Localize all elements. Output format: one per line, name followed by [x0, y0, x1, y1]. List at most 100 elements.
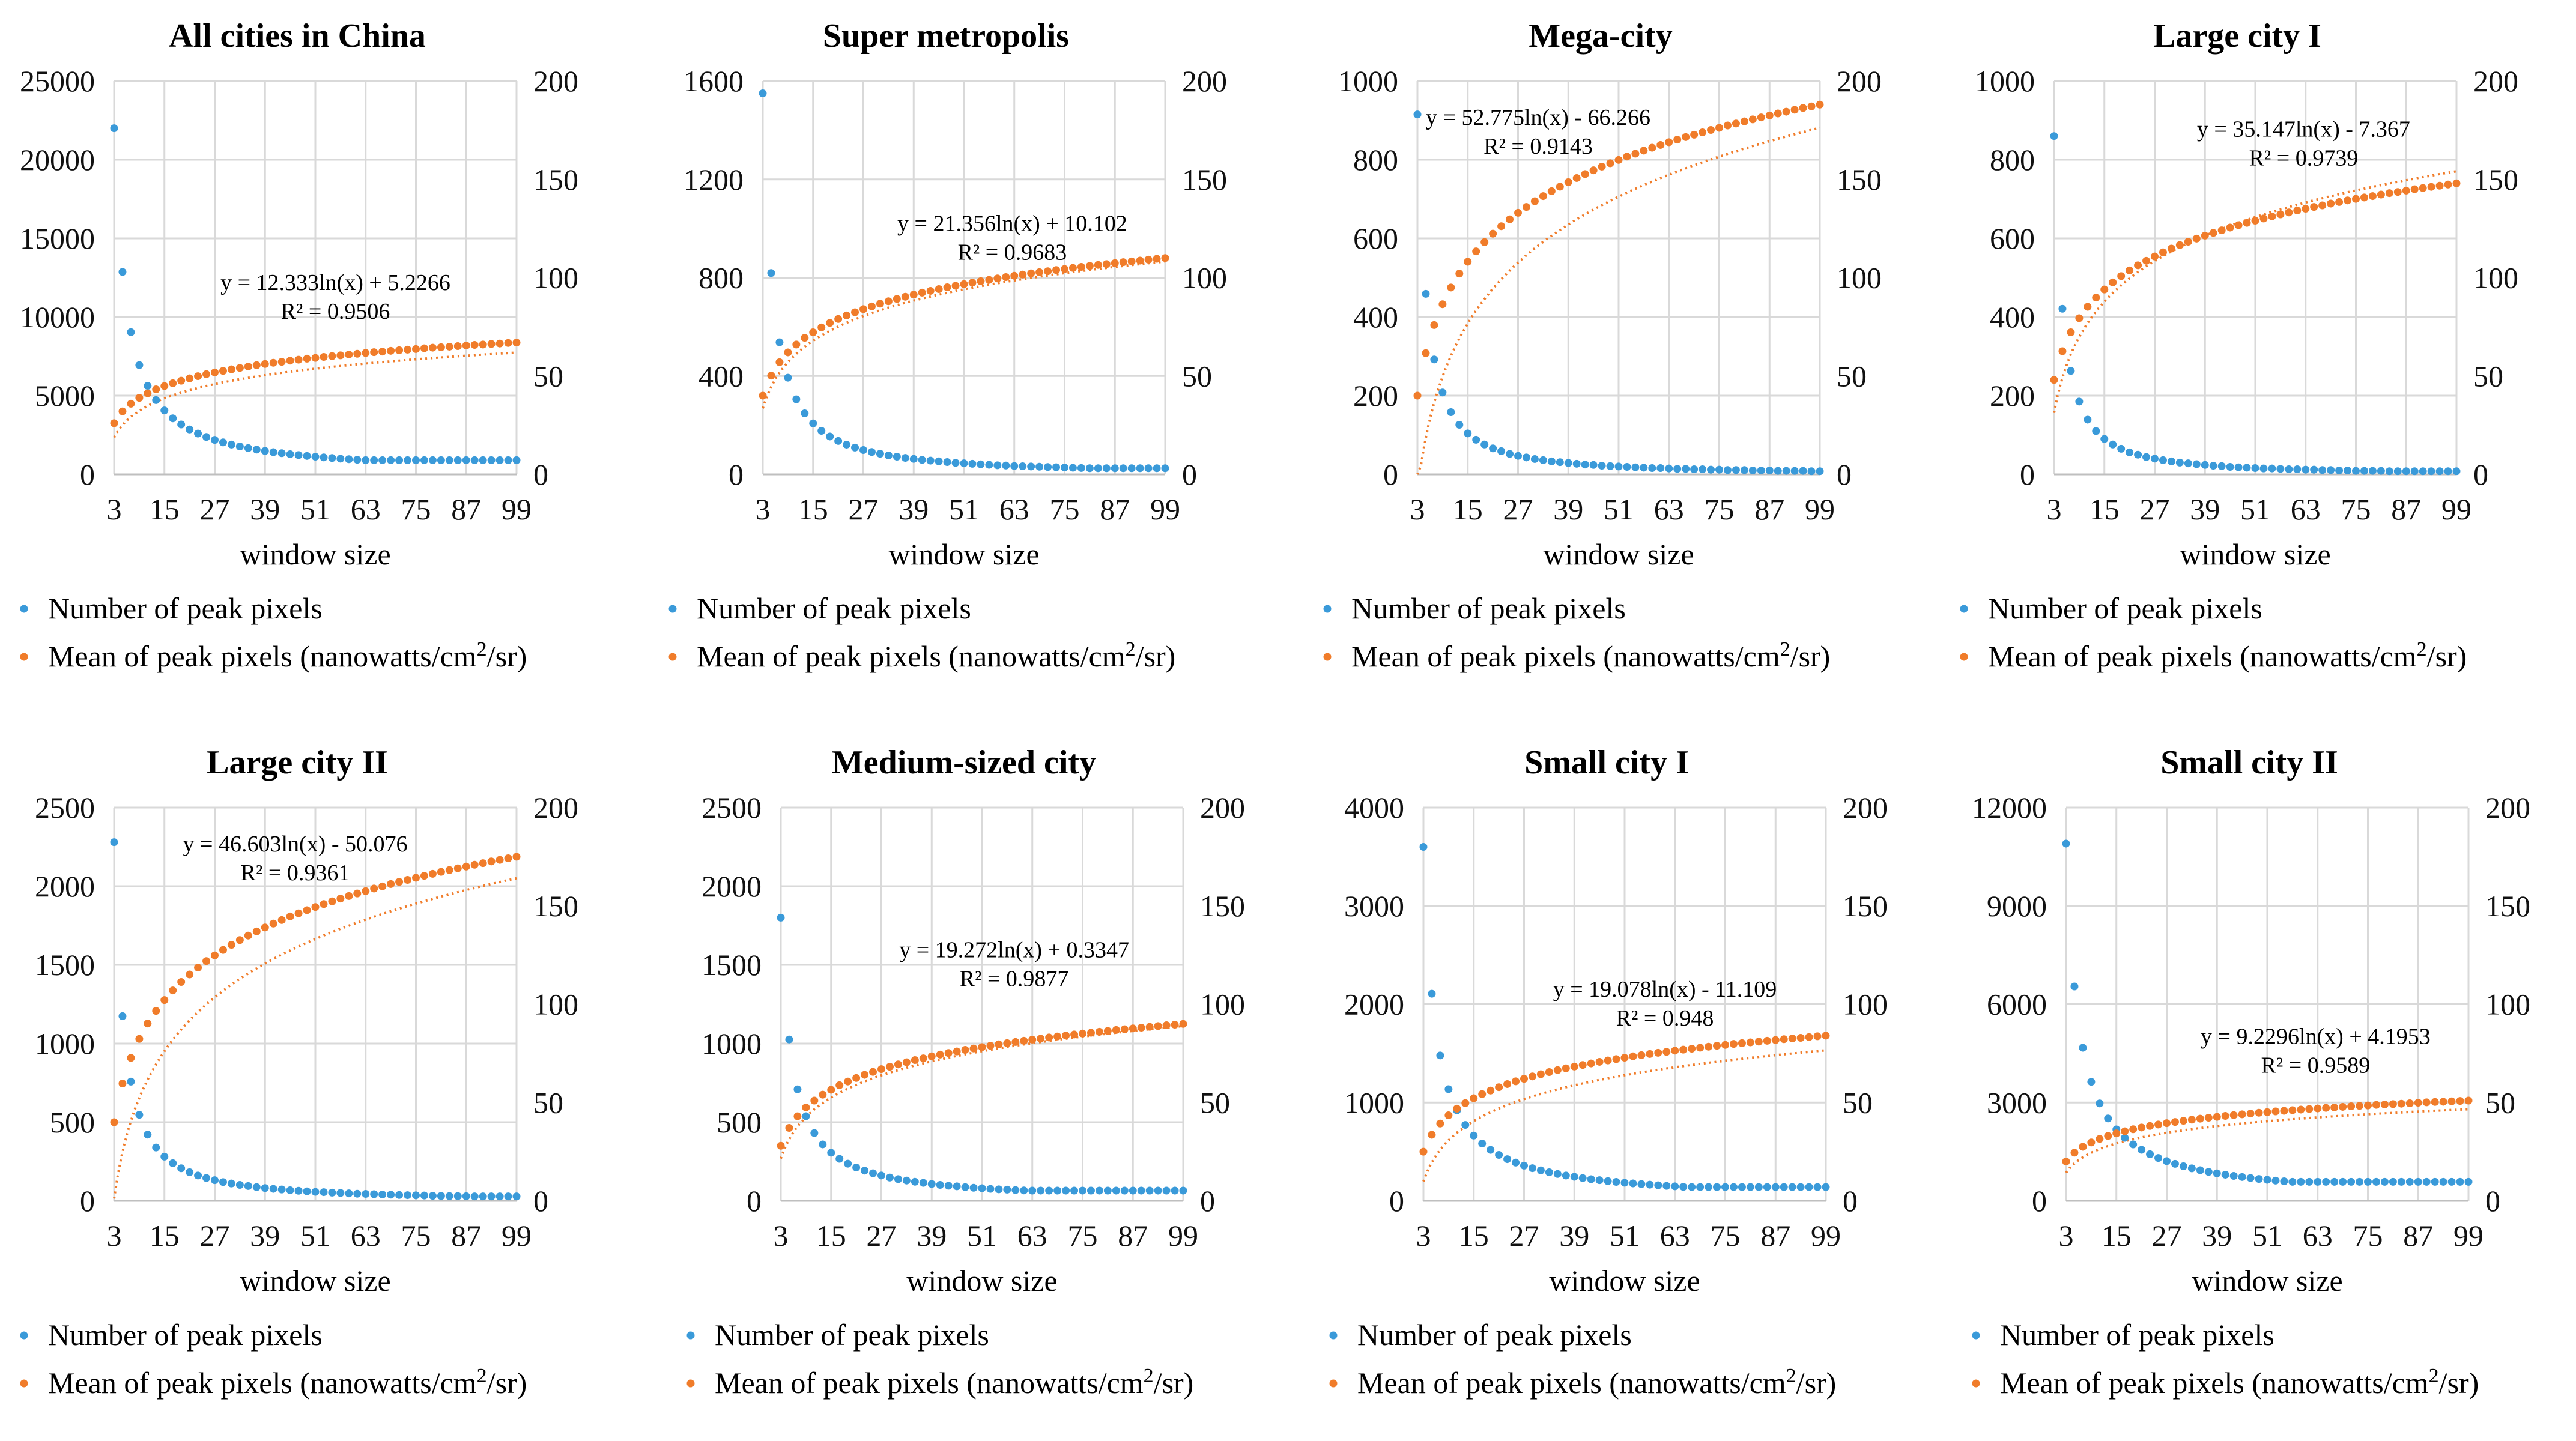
count-point	[345, 455, 353, 464]
mean-point	[1713, 1042, 1721, 1050]
count-point	[202, 1174, 211, 1182]
count-point	[902, 1176, 911, 1185]
mean-point	[1068, 264, 1077, 272]
mean-point	[993, 274, 1002, 283]
mean-point	[2447, 1097, 2456, 1105]
count-point	[152, 396, 160, 404]
count-point	[926, 456, 935, 465]
mean-point	[512, 339, 521, 347]
count-point	[2435, 467, 2444, 476]
mean-point	[1640, 147, 1648, 155]
count-point	[404, 1191, 412, 1200]
mean-point	[2146, 1122, 2154, 1130]
count-point	[2271, 1176, 2280, 1185]
mean-point	[2271, 1107, 2280, 1116]
y-right-tick-label: 150	[1843, 889, 1888, 923]
chart-svg: Mega-city 0 200 400 600 800 1000 0 50 100 150 200 3 1…	[1323, 17, 1882, 673]
count-point	[844, 1159, 852, 1168]
mean-point	[1478, 1090, 1487, 1098]
count-point	[2344, 466, 2352, 474]
mean-point	[1598, 162, 1606, 171]
count-point	[1673, 465, 1682, 473]
count-point	[286, 450, 294, 458]
count-point	[2204, 1168, 2213, 1176]
mean-point	[2226, 223, 2234, 232]
count-point	[1637, 1180, 1646, 1188]
x-axis-label: window size	[240, 537, 390, 571]
mean-point	[2452, 179, 2461, 187]
mean-point	[235, 364, 244, 372]
mean-point	[1822, 1032, 1830, 1040]
mean-point	[2175, 241, 2184, 249]
count-point	[2419, 467, 2427, 476]
mean-point	[1044, 267, 1052, 276]
count-point	[412, 456, 420, 464]
count-point	[437, 456, 445, 464]
chart-title: Super metropolis	[823, 17, 1069, 55]
trendline-equation: y = 52.775ln(x) - 66.266	[1426, 105, 1650, 130]
mean-point	[496, 856, 504, 864]
y-left-tick-label: 3000	[1987, 1086, 2047, 1119]
mean-point	[876, 300, 884, 308]
count-point	[2187, 1164, 2196, 1173]
x-axis-label: window size	[240, 1264, 390, 1298]
mean-point	[893, 295, 901, 303]
mean-point	[2356, 1102, 2364, 1110]
count-point	[1805, 1183, 1813, 1191]
mean-point	[395, 346, 404, 354]
mean-point	[127, 1054, 135, 1062]
count-point	[802, 1112, 810, 1120]
mean-point	[1631, 150, 1640, 158]
mean-point	[186, 374, 194, 382]
mean-point	[244, 363, 252, 371]
count-point	[1464, 429, 1472, 438]
count-point	[2062, 839, 2070, 848]
count-point	[1455, 420, 1464, 429]
mean-point	[1062, 1032, 1070, 1040]
trendline-r-squared: R² = 0.9361	[241, 860, 350, 886]
mean-point	[835, 1081, 844, 1089]
mean-point	[2397, 1099, 2405, 1108]
x-axis-label: window size	[1543, 537, 1694, 571]
mean-point	[420, 872, 428, 880]
count-point	[487, 456, 496, 464]
mean-point	[1027, 269, 1035, 277]
mean-point	[1079, 1029, 1086, 1038]
count-point	[1120, 1186, 1129, 1195]
y-left-tick-label: 1000	[35, 1027, 95, 1060]
count-point	[395, 1191, 404, 1199]
mean-point	[420, 344, 428, 352]
mean-point	[336, 895, 345, 903]
count-point	[1489, 444, 1497, 453]
count-point	[1512, 1158, 1520, 1167]
trendline-r-squared: R² = 0.9877	[960, 967, 1069, 992]
mean-point	[2243, 219, 2251, 227]
y-right-tick-label: 150	[1200, 889, 1245, 923]
mean-point	[2204, 1113, 2213, 1122]
mean-point	[2134, 261, 2142, 270]
count-point	[2263, 1176, 2271, 1184]
mean-point	[1816, 100, 1824, 109]
count-point	[504, 456, 512, 464]
legend-label-mean: Mean of peak pixels (nanowatts/cm2/sr)	[48, 1365, 527, 1400]
count-point	[2356, 1177, 2364, 1186]
mean-point	[861, 1071, 869, 1079]
mean-point	[1111, 259, 1119, 267]
count-point	[479, 1192, 487, 1201]
mean-point	[286, 912, 294, 920]
count-point	[2293, 465, 2302, 473]
count-point	[1444, 1085, 1453, 1093]
x-tick-label: 87	[451, 1219, 481, 1252]
mean-point	[194, 372, 202, 381]
mean-point	[801, 334, 809, 342]
mean-point	[387, 346, 395, 355]
mean-point	[370, 884, 378, 893]
x-tick-label: 39	[1553, 492, 1583, 526]
mean-point	[152, 385, 160, 394]
y-left-tick-label: 0	[1389, 1184, 1404, 1218]
y-right-tick-label: 150	[533, 889, 578, 923]
mean-point	[2171, 1118, 2179, 1126]
mean-point	[1436, 1119, 1444, 1128]
count-point	[1562, 1171, 1570, 1180]
count-point	[1129, 1186, 1137, 1195]
